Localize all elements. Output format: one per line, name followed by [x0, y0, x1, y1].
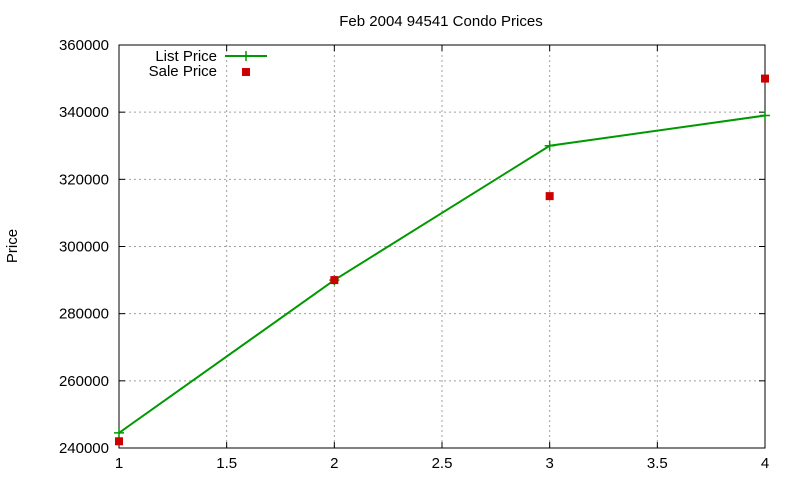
x-tick-label: 2	[330, 455, 338, 472]
legend-marker-list-price	[241, 51, 251, 61]
y-tick-label: 360000	[59, 37, 109, 54]
y-tick-label: 240000	[59, 440, 109, 457]
list-price-point	[760, 110, 770, 121]
sale-price-point	[115, 437, 123, 446]
y-tick-label: 300000	[59, 239, 109, 256]
chart-title: Feb 2004 94541 Condo Prices	[339, 13, 542, 30]
x-tick-label: 2.5	[432, 455, 453, 472]
x-tick-label: 3	[545, 455, 553, 472]
x-tick-label: 1	[115, 455, 123, 472]
y-tick-label: 280000	[59, 306, 109, 323]
sale-price-point	[545, 192, 554, 201]
y-axis-label: Price	[4, 229, 21, 263]
legend-marker-sale-price	[242, 68, 250, 76]
list-price-point	[114, 427, 124, 438]
y-tick-label: 260000	[59, 373, 109, 390]
x-tick-label: 3.5	[647, 455, 668, 472]
x-tick-label: 4	[761, 455, 769, 472]
legend-label-sale-price: Sale Price	[149, 63, 217, 80]
grid-layer	[119, 45, 765, 448]
series-layer	[114, 74, 770, 446]
legend: List Price Sale Price	[149, 48, 267, 80]
sale-price-point	[761, 74, 769, 83]
ticks-layer: 1 1.5 2 2.5 3 3.5 4 240000 260000 280000 300000 320…	[59, 37, 769, 472]
list-price-line	[118, 114, 766, 434]
sale-price-point	[330, 276, 339, 285]
y-tick-label: 340000	[59, 104, 109, 121]
y-tick-label: 320000	[59, 171, 109, 188]
x-tick-label: 1.5	[216, 455, 237, 472]
list-price-point	[544, 140, 555, 151]
legend-label-list-price: List Price	[155, 48, 217, 65]
